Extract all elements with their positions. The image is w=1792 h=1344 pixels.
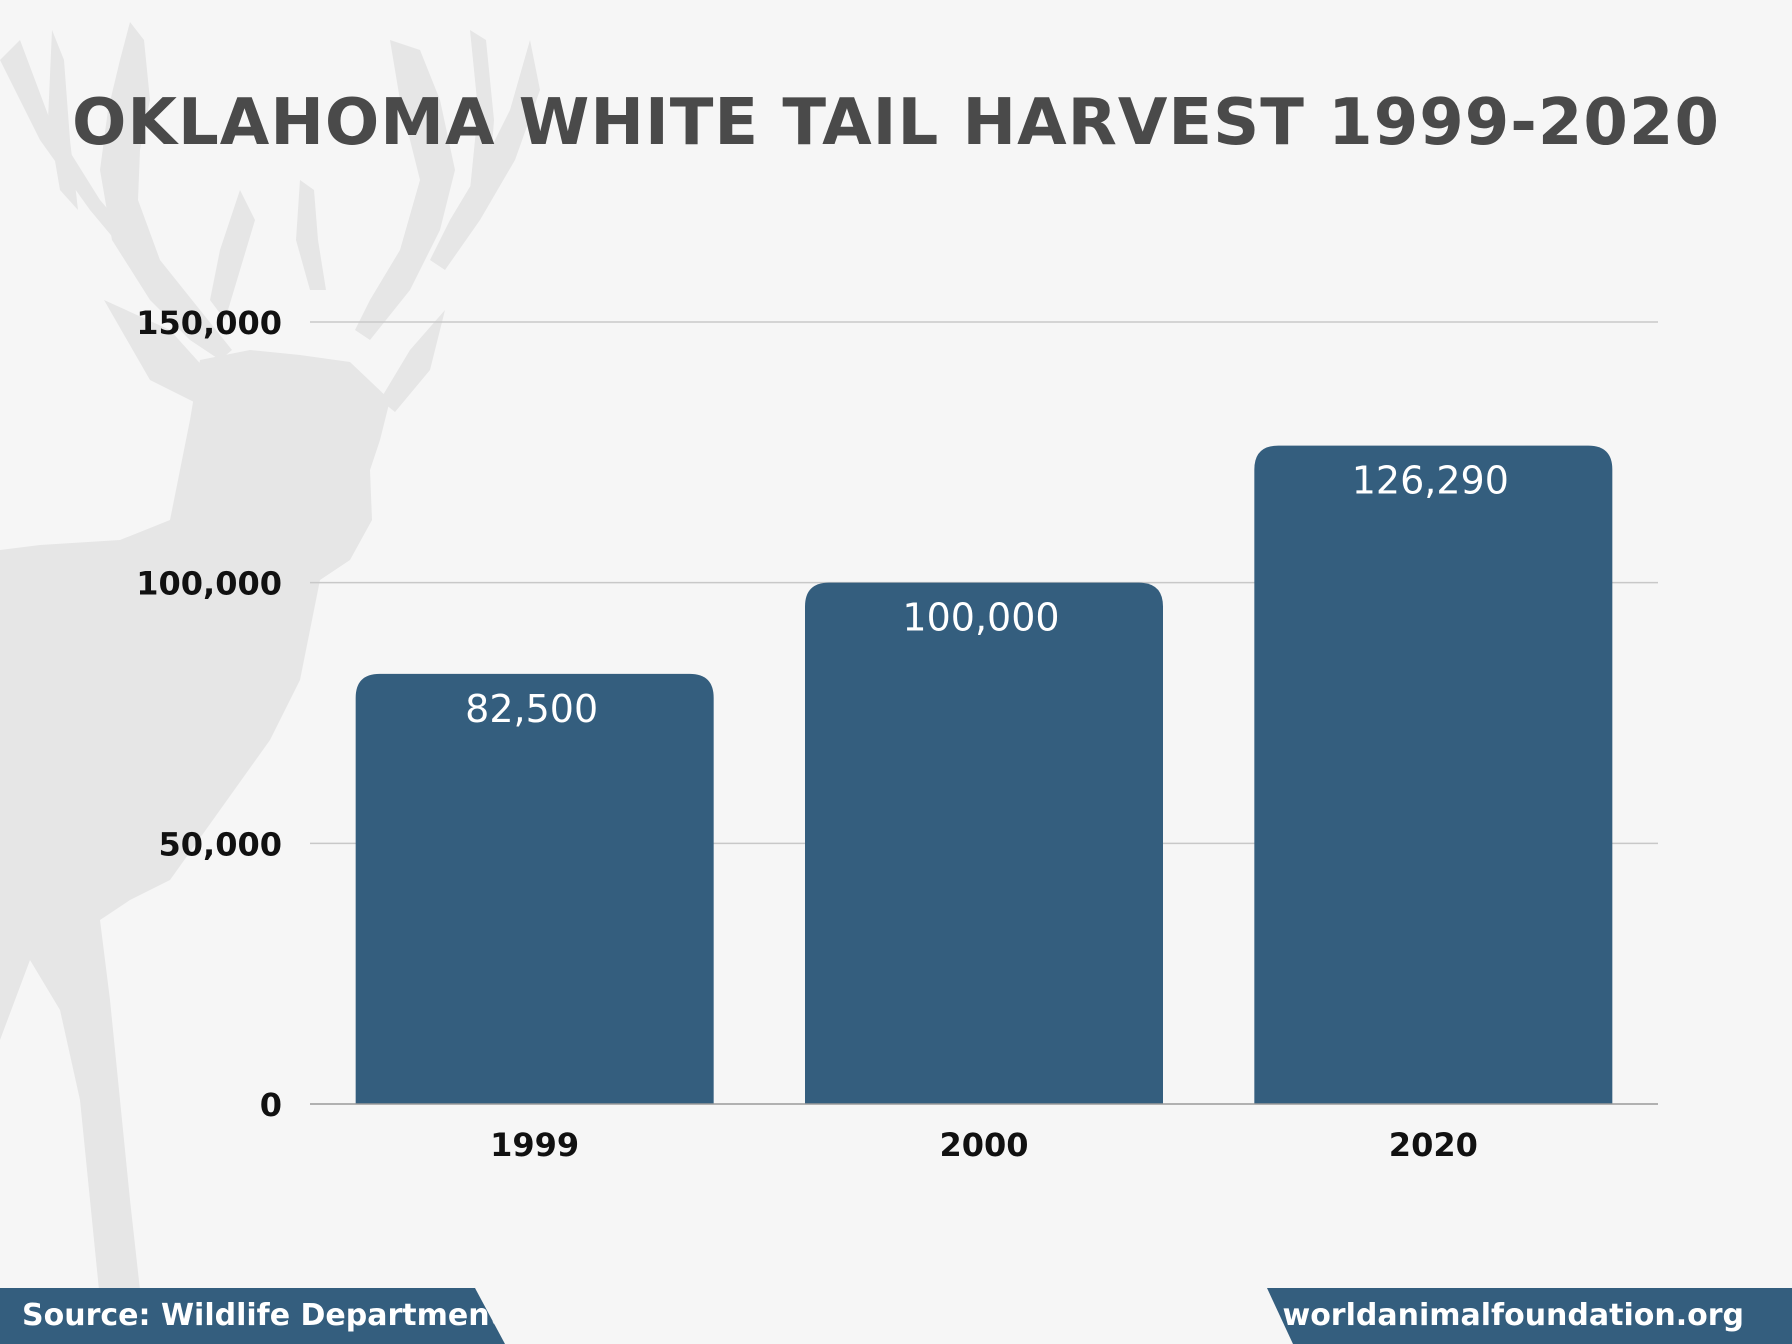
bar-value-label: 100,000 bbox=[902, 596, 1059, 640]
deer-silhouette-icon bbox=[0, 22, 540, 1300]
bar-1999 bbox=[355, 673, 714, 1104]
source-label: Source: Wildlife Department bbox=[0, 1288, 505, 1344]
website-link[interactable]: worldanimalfoundation.org bbox=[1267, 1288, 1792, 1344]
bar-value-label: 82,500 bbox=[465, 687, 598, 731]
x-tick-label: 2000 bbox=[939, 1126, 1028, 1164]
bars bbox=[355, 445, 1613, 1104]
x-tick-label: 1999 bbox=[490, 1126, 579, 1164]
labels: 0 50,000 100,000 150,000 82,500 1999 100,000 20… bbox=[136, 304, 1509, 1164]
bar-value-label: 126,290 bbox=[1352, 459, 1509, 503]
y-tick-label: 150,000 bbox=[136, 304, 282, 342]
y-tick-label: 0 bbox=[260, 1086, 282, 1124]
y-tick-label: 100,000 bbox=[136, 565, 282, 603]
y-tick-label: 50,000 bbox=[159, 825, 282, 863]
x-tick-label: 2020 bbox=[1389, 1126, 1478, 1164]
bar-2000 bbox=[805, 582, 1163, 1104]
bar-2020 bbox=[1254, 445, 1613, 1104]
chart-title: OKLAHOMA WHITE TAIL HARVEST 1999-2020 bbox=[72, 86, 1720, 160]
